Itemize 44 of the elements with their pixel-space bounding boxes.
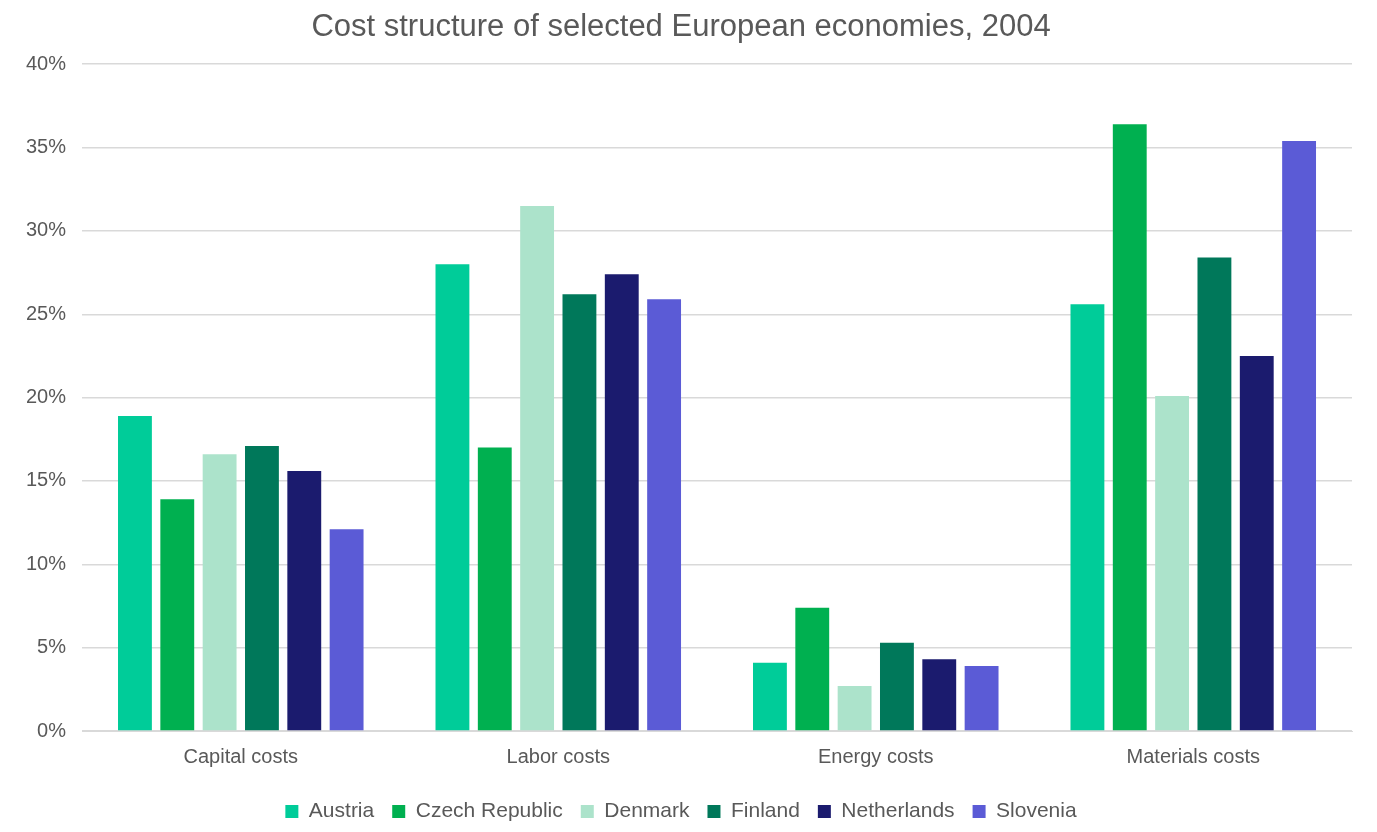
bar — [520, 205, 555, 731]
legend-label: Finland — [730, 798, 800, 822]
legend-label: Austria — [308, 798, 375, 822]
bar — [1155, 395, 1190, 731]
chart-title: Cost structure of selected European economies, 2004 — [311, 8, 1051, 44]
bar — [435, 264, 470, 731]
y-tick-label: 25% — [26, 301, 67, 324]
bar — [964, 665, 999, 731]
bar — [879, 642, 914, 731]
x-tick-label: Energy costs — [817, 744, 934, 767]
y-tick-label: 5% — [37, 635, 67, 658]
legend-label: Slovenia — [996, 798, 1077, 822]
bar — [477, 447, 512, 731]
bar — [202, 454, 237, 731]
bar — [245, 445, 279, 731]
bar — [1282, 140, 1317, 731]
y-tick-label: 40% — [26, 51, 67, 74]
bar — [1197, 257, 1232, 731]
bar — [604, 274, 639, 731]
bar — [837, 685, 872, 731]
x-tick-label: Materials costs — [1126, 744, 1260, 767]
bar — [118, 415, 152, 731]
bar — [1070, 304, 1105, 731]
bar — [922, 659, 957, 731]
y-tick-label: 20% — [26, 385, 67, 408]
bar — [1239, 355, 1274, 731]
legend-label: Netherlands — [841, 798, 955, 822]
legend-label: Denmark — [604, 798, 690, 822]
bar — [287, 470, 322, 731]
bar — [753, 662, 787, 731]
y-tick-label: 15% — [26, 468, 67, 491]
legend-label: Czech Republic — [415, 798, 563, 822]
bar — [647, 299, 682, 731]
y-tick-label: 10% — [26, 551, 67, 574]
bar — [1112, 124, 1147, 731]
bar — [795, 607, 830, 731]
x-tick-label: Capital costs — [183, 744, 299, 767]
bar — [160, 499, 195, 731]
y-tick-label: 30% — [26, 218, 67, 241]
bar — [329, 529, 364, 731]
y-tick-label: 0% — [37, 718, 67, 741]
y-tick-label: 35% — [26, 135, 67, 158]
bar — [562, 294, 597, 731]
x-tick-label: Labor costs — [506, 744, 610, 767]
